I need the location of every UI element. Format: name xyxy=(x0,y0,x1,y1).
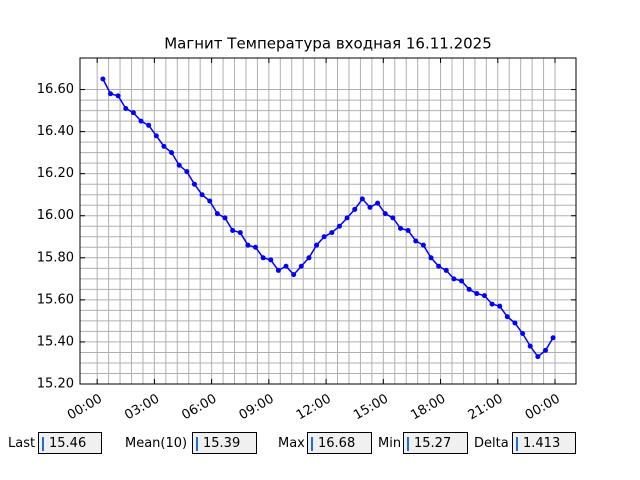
field-value[interactable]: 15.39 xyxy=(192,432,257,454)
data-point xyxy=(260,255,266,261)
data-point xyxy=(283,263,289,269)
data-point xyxy=(367,204,373,210)
data-point xyxy=(161,143,167,149)
y-tick-label: 15.60 xyxy=(37,292,74,307)
field-label: Max xyxy=(278,436,305,451)
data-point xyxy=(176,162,182,168)
field-value[interactable]: 16.68 xyxy=(307,432,372,454)
data-point xyxy=(436,263,442,269)
y-tick-label: 16.00 xyxy=(37,208,74,223)
data-point xyxy=(535,354,541,360)
chart-title: Магнит Температура входная 16.11.2025 xyxy=(164,35,492,53)
data-point xyxy=(245,242,251,248)
data-point xyxy=(420,242,426,248)
data-point xyxy=(459,278,465,284)
data-point xyxy=(268,257,274,263)
data-point xyxy=(413,238,419,244)
data-point xyxy=(352,206,358,212)
field-label: Delta xyxy=(474,436,509,451)
data-point xyxy=(214,211,220,217)
data-point xyxy=(344,215,350,221)
y-tick-label: 16.20 xyxy=(37,166,74,181)
data-point xyxy=(138,118,144,124)
data-point xyxy=(466,286,472,292)
data-point xyxy=(115,93,121,99)
x-tick-label: 00:00 xyxy=(65,392,105,420)
data-point xyxy=(298,263,304,269)
data-point xyxy=(474,291,480,297)
data-point xyxy=(191,181,197,187)
data-point xyxy=(146,122,152,128)
data-point xyxy=(451,276,457,282)
data-point xyxy=(382,211,388,217)
data-point xyxy=(550,335,556,341)
x-tick-label: 15:00 xyxy=(351,392,391,420)
x-tick-label: 18:00 xyxy=(408,392,448,420)
chart: Магнит Температура входная 16.11.2025 15… xyxy=(37,35,577,423)
data-point xyxy=(336,223,342,229)
field-label: Min xyxy=(378,436,402,451)
data-point xyxy=(130,110,136,116)
x-tick-label: 00:00 xyxy=(523,392,563,420)
data-point xyxy=(253,244,259,250)
x-tick-label: 06:00 xyxy=(179,392,219,420)
y-tick-label: 15.80 xyxy=(37,250,74,265)
field-label: Mean(10) xyxy=(125,436,188,451)
y-tick-label: 15.20 xyxy=(37,377,74,392)
data-point xyxy=(321,234,327,240)
data-point xyxy=(527,343,533,349)
data-point xyxy=(306,255,312,261)
data-point xyxy=(108,91,114,97)
y-tick-label: 15.40 xyxy=(37,334,74,349)
data-point xyxy=(481,293,487,299)
field-value[interactable]: 15.46 xyxy=(38,432,102,454)
x-tick-label: 21:00 xyxy=(466,392,506,420)
data-point xyxy=(153,133,159,139)
data-point xyxy=(375,200,381,206)
data-point xyxy=(359,196,365,202)
data-point xyxy=(123,105,129,111)
field-value[interactable]: 1.413 xyxy=(512,432,576,454)
data-point xyxy=(504,314,510,320)
data-point xyxy=(512,320,518,326)
data-point xyxy=(275,267,281,273)
data-point xyxy=(100,76,106,82)
data-point xyxy=(390,215,396,221)
plot-frame xyxy=(79,57,577,385)
data-point xyxy=(237,230,243,236)
data-point xyxy=(397,225,403,231)
data-point xyxy=(405,227,411,233)
data-point xyxy=(184,169,190,175)
y-tick-label: 16.60 xyxy=(37,82,74,97)
data-point xyxy=(207,198,213,204)
field-value[interactable]: 15.27 xyxy=(403,432,468,454)
data-point xyxy=(497,303,503,309)
data-point xyxy=(199,192,205,198)
x-tick-label: 12:00 xyxy=(294,392,334,420)
field-label: Last xyxy=(8,436,36,451)
data-point xyxy=(169,150,175,156)
data-point xyxy=(329,230,335,236)
data-point xyxy=(542,347,548,353)
data-point xyxy=(489,301,495,307)
data-point xyxy=(428,255,434,261)
x-tick-label: 03:00 xyxy=(122,392,162,420)
data-point xyxy=(443,267,449,273)
data-point xyxy=(230,227,236,233)
data-point xyxy=(314,242,320,248)
data-point xyxy=(222,215,228,221)
x-tick-label: 09:00 xyxy=(237,392,277,420)
data-point xyxy=(520,331,526,337)
y-tick-label: 16.40 xyxy=(37,124,74,139)
data-point xyxy=(291,272,297,278)
